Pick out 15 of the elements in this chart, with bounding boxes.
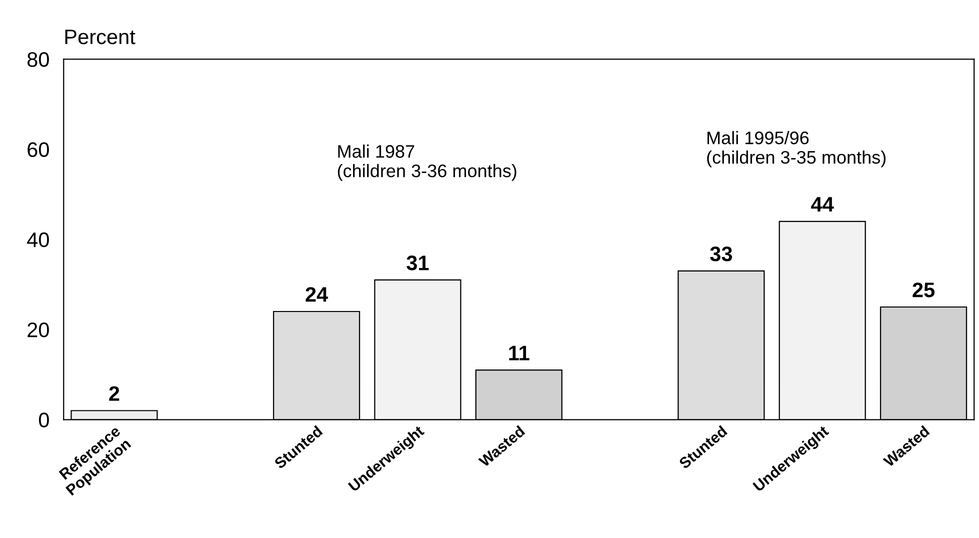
data-label: 31 xyxy=(406,256,429,270)
annotation: Mali 1995/96 (children 3-35 months) xyxy=(707,131,886,168)
annotation: Mali 1987 (children 3-36 months) xyxy=(338,144,516,181)
y-tick-label: 20 xyxy=(28,322,49,338)
y-tick-label: 60 xyxy=(28,142,49,158)
data-label: 44 xyxy=(811,197,834,212)
data-label: 25 xyxy=(912,282,935,298)
data-label: 2 xyxy=(109,386,120,401)
y-tick-label: 80 xyxy=(27,52,49,67)
data-label: 11 xyxy=(509,346,530,360)
data-label: 24 xyxy=(306,287,328,302)
y-axis-title: Percent xyxy=(65,30,136,44)
data-label: 33 xyxy=(710,246,732,262)
y-tick-label: 0 xyxy=(38,412,49,428)
y-tick-label: 40 xyxy=(27,232,49,248)
